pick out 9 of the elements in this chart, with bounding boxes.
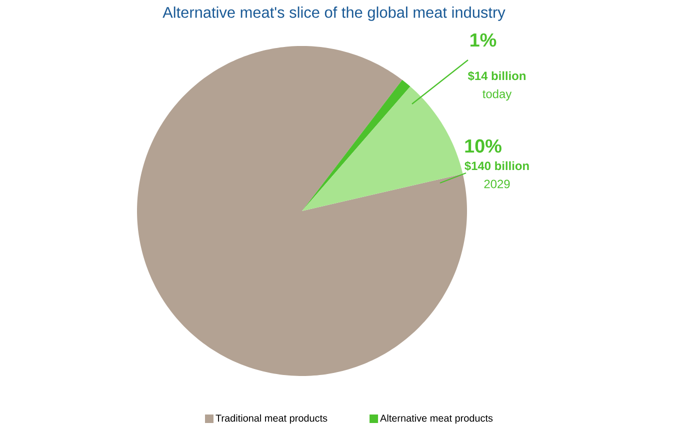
text: today [482, 89, 512, 101]
text: 2029 [484, 180, 510, 188]
data-label: 1% [470, 33, 496, 47]
legend-label: Traditional meat products [216, 414, 328, 424]
text: $14 billion [468, 71, 526, 81]
data-label: 10% [465, 139, 502, 153]
legend-label: Alternative meat products [380, 414, 493, 424]
text: $140 billion [464, 161, 529, 171]
chart-title: Alternative meat's slice of the global meat industry [162, 6, 506, 21]
